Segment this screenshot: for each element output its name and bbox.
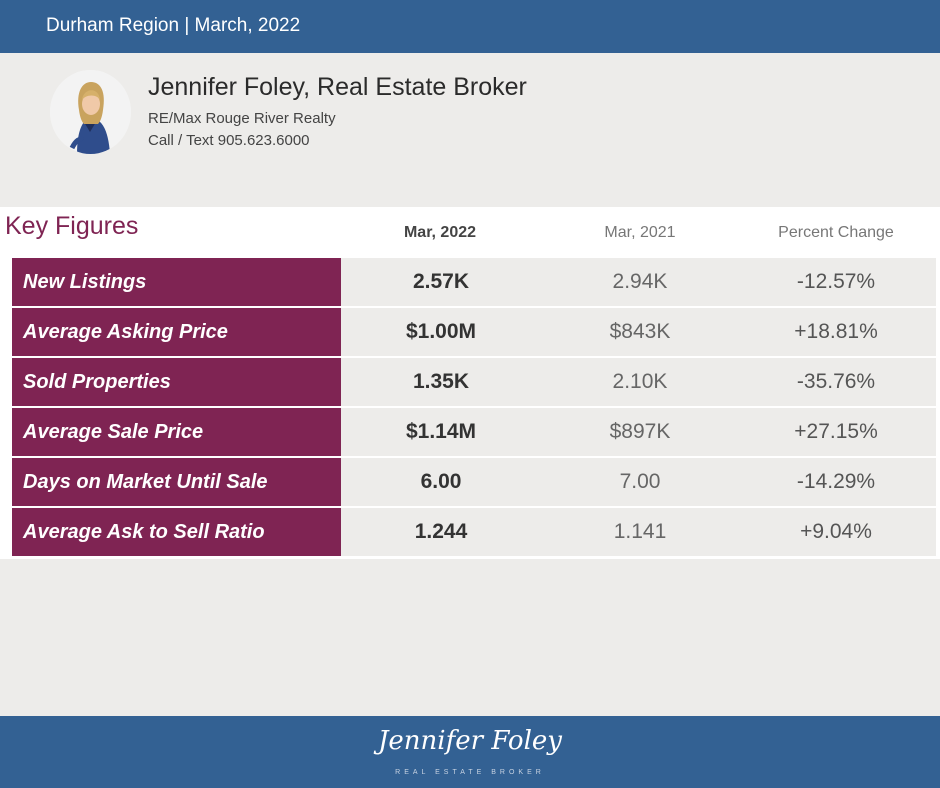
table-row: Days on Market Until Sale 6.00 7.00 -14.… [12,458,936,506]
row-label: Average Sale Price [12,408,341,456]
percent-change: -14.29% [796,470,876,493]
agency-name: RE/Max Rouge River Realty [148,110,336,127]
current-value: 1.244 [414,520,468,543]
table-row: Average Sale Price $1.14M $897K +27.15% [12,408,936,456]
percent-change: +18.81% [794,320,878,343]
page-title: Durham Region | March, 2022 [46,15,301,36]
column-header-change: Percent Change [778,224,894,241]
table-row: Sold Properties 1.35K 2.10K -35.76% [12,358,936,406]
row-values: 2.57K 2.94K -12.57% [341,258,936,306]
agent-phone: Call / Text 905.623.6000 [148,132,310,149]
percent-change: +9.04% [800,520,872,543]
column-header-current: Mar, 2022 [403,224,477,241]
row-values: 6.00 7.00 -14.29% [341,458,936,506]
row-values: 1.35K 2.10K -35.76% [341,358,936,406]
table-row: New Listings 2.57K 2.94K -12.57% [12,258,936,306]
avatar [50,70,131,154]
table-row: Average Asking Price $1.00M $843K +18.81… [12,308,936,356]
current-value: 1.35K [412,370,470,393]
previous-value: $897K [609,420,671,443]
header-bar: Durham Region | March, 2022 [0,0,940,53]
agent-profile: Jennifer Foley, Real Estate Broker RE/Ma… [0,53,940,207]
footer-logo-name: Jennifer Foley [378,726,562,756]
previous-value: $843K [609,320,671,343]
previous-value: 2.10K [612,370,668,393]
footer-bar: Jennifer Foley REAL ESTATE BROKER [0,716,940,788]
row-label: Sold Properties [12,358,341,406]
row-values: 1.244 1.141 +9.04% [341,508,936,556]
percent-change: +27.15% [794,420,878,443]
row-values: $1.14M $897K +27.15% [341,408,936,456]
agent-name: Jennifer Foley, Real Estate Broker [148,73,527,101]
column-header-previous: Mar, 2021 [604,224,676,241]
previous-value: 7.00 [619,470,661,493]
previous-value: 2.94K [612,270,668,293]
row-values: $1.00M $843K +18.81% [341,308,936,356]
percent-change: -12.57% [796,270,876,293]
percent-change: -35.76% [796,370,876,393]
footer-logo-subtitle: REAL ESTATE BROKER [395,769,545,776]
row-label: Days on Market Until Sale [12,458,341,506]
row-label: Average Asking Price [12,308,341,356]
current-value: 2.57K [412,270,470,293]
current-value: 6.00 [420,470,462,493]
key-figures-table: Key Figures Mar, 2022 Mar, 2021 Percent … [0,207,940,559]
section-title: Key Figures [5,212,139,240]
row-label: Average Ask to Sell Ratio [12,508,341,556]
current-value: $1.14M [405,420,477,443]
table-row: Average Ask to Sell Ratio 1.244 1.141 +9… [12,508,936,556]
previous-value: 1.141 [613,520,667,543]
row-label: New Listings [12,258,341,306]
current-value: $1.00M [405,320,477,343]
agent-photo [50,70,131,154]
